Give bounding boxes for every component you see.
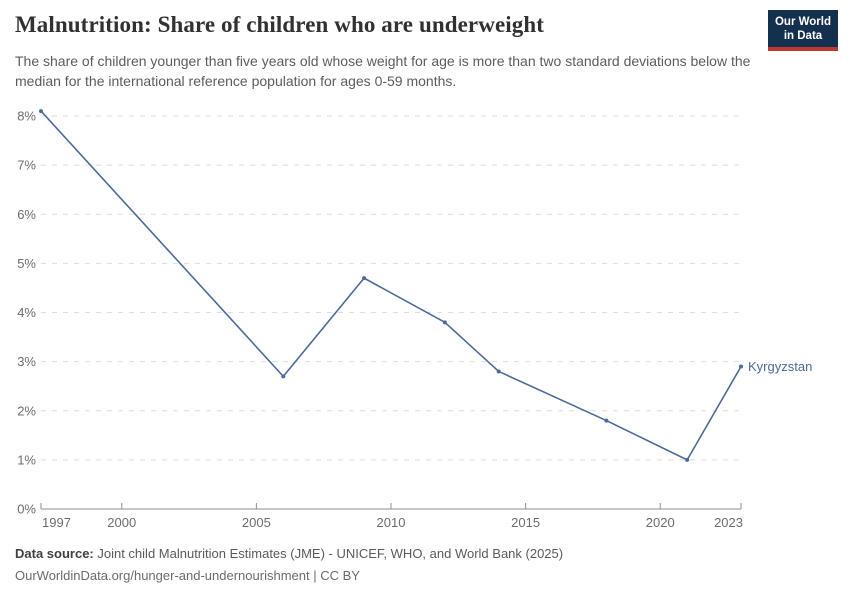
page-title: Malnutrition: Share of children who are … [15, 12, 545, 37]
y-tick-label: 8% [17, 109, 36, 124]
data-point[interactable] [442, 320, 447, 325]
x-tick-label: 2023 [714, 515, 743, 530]
x-tick-label: 1997 [42, 515, 71, 530]
owid-logo-line2: in Data [783, 30, 823, 42]
data-point[interactable] [39, 109, 43, 114]
y-tick-label: 1% [17, 452, 36, 467]
series-line[interactable] [40, 110, 742, 461]
y-tick-label: 7% [17, 158, 36, 173]
y-tick-label: 6% [17, 207, 36, 222]
owid-logo-line1: Our World [774, 16, 831, 28]
data-source-label: Data source: [15, 546, 94, 561]
owid-logo[interactable]: Our World in Data [768, 10, 838, 51]
x-tick-label: 2010 [377, 515, 406, 530]
y-tick-label: 2% [17, 403, 36, 418]
y-tick-label: 0% [17, 502, 36, 517]
x-tick-label: 2020 [646, 515, 675, 530]
y-tick-label: 5% [17, 256, 36, 271]
data-source-line: Data source: Joint child Malnutrition Es… [15, 543, 563, 565]
data-source-text: Joint child Malnutrition Estimates (JME)… [93, 546, 564, 561]
x-tick-label: 2015 [511, 515, 540, 530]
chart-subtitle: The share of children younger than five … [15, 53, 751, 90]
data-point[interactable] [685, 457, 690, 462]
y-tick-label: 3% [17, 354, 36, 369]
data-point[interactable] [362, 276, 367, 281]
series-end-label[interactable]: Kyrgyzstan [748, 359, 812, 374]
chart-footer: Data source: Joint child Malnutrition Es… [15, 543, 563, 587]
data-point[interactable] [281, 374, 286, 379]
attribution-line: OurWorldinData.org/hunger-and-undernouri… [15, 568, 360, 583]
x-tick-label: 2000 [107, 515, 136, 530]
x-tick-label: 2005 [242, 515, 271, 530]
data-point[interactable] [496, 369, 501, 374]
data-point[interactable] [739, 364, 743, 369]
y-tick-label: 4% [17, 305, 36, 320]
data-point[interactable] [604, 418, 609, 423]
